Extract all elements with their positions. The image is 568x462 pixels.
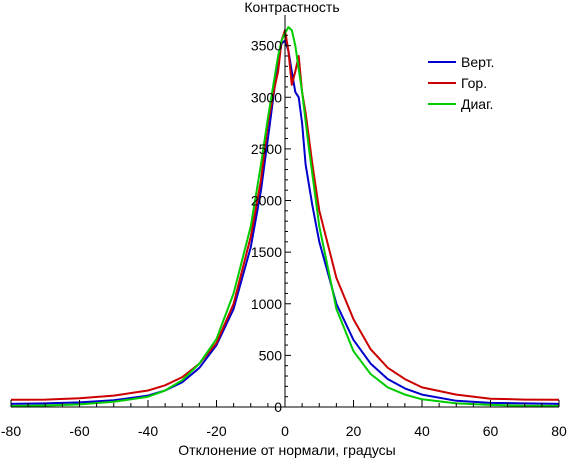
y-tick-label: 2500 (251, 141, 282, 157)
x-tick-label: -60 (69, 423, 89, 439)
y-tick-label: 500 (259, 347, 283, 363)
x-tick-label: -20 (206, 423, 226, 439)
series-line-2 (10, 29, 560, 401)
legend-label: Гор. (461, 75, 487, 91)
legend-label: Верт. (461, 54, 494, 70)
x-tick-label: -40 (138, 423, 158, 439)
y-tick-label: 1500 (251, 244, 282, 260)
axes (10, 15, 560, 408)
y-tick-label: 3000 (251, 89, 282, 105)
y-tick-label: 2000 (251, 193, 282, 209)
y-tick-label: 1000 (251, 296, 282, 312)
x-tick-label: -80 (1, 423, 21, 439)
x-tick-label: 40 (414, 423, 430, 439)
tick-labels: -80 -60 -40 -20 0 20 40 60 80 0 500 1000 1500 2000 250… (1, 38, 567, 439)
y-tick-label: 3500 (251, 38, 282, 54)
chart-title: Контрастность (244, 0, 339, 15)
x-tick-label: 0 (281, 423, 289, 439)
x-tick-label: 80 (551, 423, 567, 439)
x-tick-label: 60 (483, 423, 499, 439)
x-tick-label: 20 (346, 423, 362, 439)
legend: Верт. Гор. Диаг. (428, 54, 494, 112)
x-axis-label: Отклонение от нормали, градусы (178, 442, 395, 458)
y-tick-label: 0 (274, 399, 282, 415)
legend-label: Диаг. (461, 96, 493, 112)
